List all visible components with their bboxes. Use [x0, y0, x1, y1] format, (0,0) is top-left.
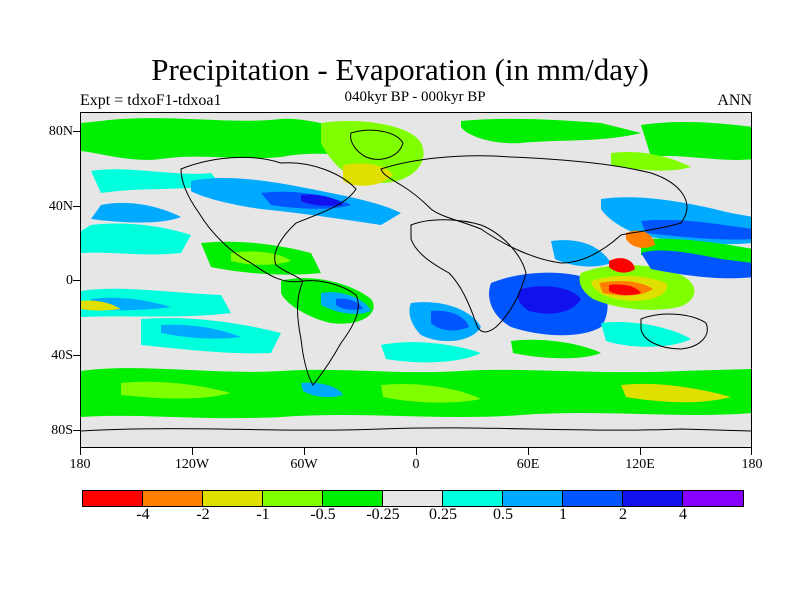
- lon-label-180e: 180: [741, 457, 763, 472]
- colorbar-box: [323, 491, 383, 506]
- south-atlantic-patches: [381, 302, 481, 363]
- lat-label-80s: 80S: [51, 423, 73, 438]
- lon-label-180w: 180: [69, 457, 91, 472]
- lon-label-60w: 60W: [290, 457, 318, 472]
- tropical-americas-patches: [81, 241, 374, 354]
- lat-tick: [73, 206, 80, 207]
- colorbar-label: -0.5: [310, 506, 336, 523]
- lat-tick: [73, 355, 80, 356]
- lat-label-40s: 40S: [51, 348, 73, 363]
- antarctica-outline: [81, 427, 751, 432]
- southern-ocean-patches: [81, 368, 751, 419]
- lat-label-eq: 0: [66, 273, 73, 288]
- lon-label-120w: 120W: [174, 457, 210, 472]
- colorbar-box: [83, 491, 143, 506]
- colorbar-box: [203, 491, 263, 506]
- coastline-outlines: [81, 129, 751, 432]
- africa-outline: [410, 219, 527, 333]
- colorbar-label: -0.25: [366, 506, 400, 523]
- colorbar-label: 1: [559, 506, 567, 523]
- experiment-label: Expt = tdxoF1-tdxoa1: [80, 92, 222, 109]
- colorbar-label: -4: [136, 506, 150, 523]
- northern-ocean-patches: [81, 178, 751, 264]
- season-label: ANN: [717, 92, 752, 109]
- lon-tick: [416, 448, 417, 455]
- colorbar: [82, 490, 744, 507]
- map-title: Precipitation - Evaporation (in mm/day): [151, 52, 649, 87]
- map-panel: [80, 112, 752, 448]
- lat-label-40n: 40N: [48, 199, 73, 214]
- colorbar-label: 0.5: [493, 506, 513, 523]
- lon-label-120e: 120E: [625, 457, 655, 472]
- pe-field-map: [81, 113, 751, 447]
- lon-tick: [640, 448, 641, 455]
- colorbar-box: [443, 491, 503, 506]
- lat-tick: [73, 280, 80, 281]
- lon-tick: [528, 448, 529, 455]
- greenland-outline: [350, 129, 404, 160]
- lat-label-80n: 80N: [48, 124, 73, 139]
- lat-tick: [73, 131, 80, 132]
- colorbar-box: [623, 491, 683, 506]
- colorbar-box: [383, 491, 443, 506]
- lon-label-60e: 60E: [516, 457, 540, 472]
- colorbar-label: 2: [619, 506, 627, 523]
- arctic-anomaly-patches: [81, 118, 751, 193]
- colorbar-label: 4: [679, 506, 687, 523]
- colorbar-label: -1: [256, 506, 270, 523]
- colorbar-box: [263, 491, 323, 506]
- eurasia-outline: [380, 155, 688, 264]
- colorbar-box: [563, 491, 623, 506]
- colorbar-label: 0.25: [429, 506, 457, 523]
- lon-label-0: 0: [412, 457, 420, 472]
- map-subtitle: 040kyr BP - 000kyr BP: [344, 89, 486, 105]
- lon-tick: [304, 448, 305, 455]
- lon-tick: [192, 448, 193, 455]
- colorbar-box: [143, 491, 203, 506]
- lon-tick: [751, 448, 752, 455]
- colorbar-box: [683, 491, 743, 506]
- south-america-outline: [297, 280, 359, 386]
- colorbar-label: -2: [196, 506, 210, 523]
- maritime-continent-patches: [579, 230, 751, 310]
- north-america-outline: [180, 156, 357, 283]
- lon-tick: [80, 448, 81, 455]
- colorbar-box: [503, 491, 563, 506]
- australia-outline: [640, 313, 708, 350]
- indian-ocean-patches: [489, 240, 691, 359]
- lat-tick: [73, 430, 80, 431]
